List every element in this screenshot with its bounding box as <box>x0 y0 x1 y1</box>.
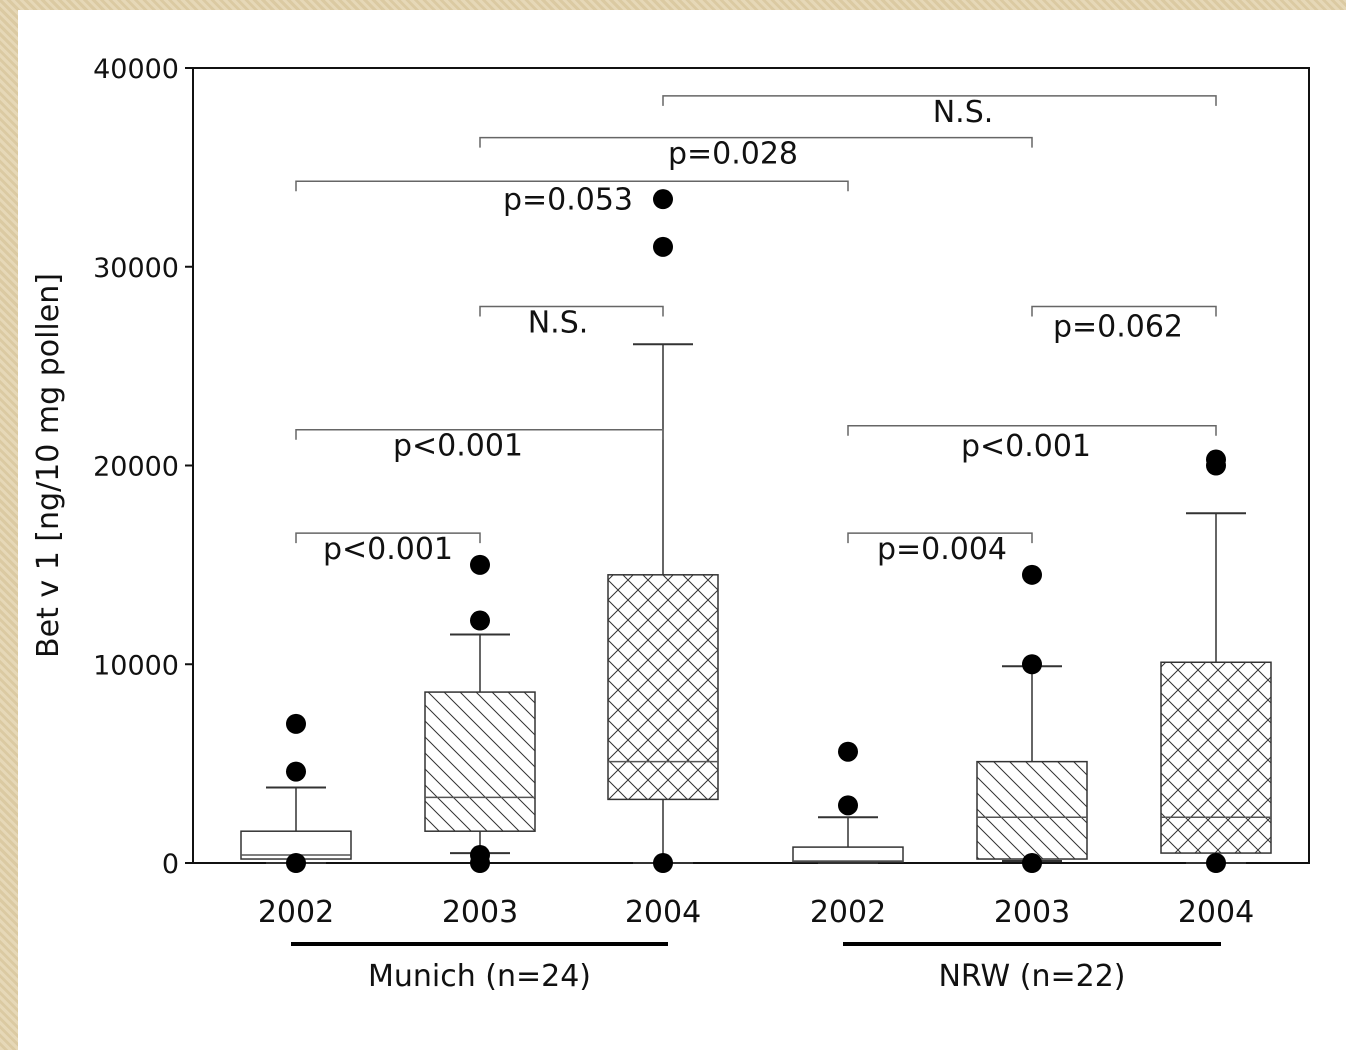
box <box>1160 661 1272 854</box>
significance-bracket <box>479 136 1033 148</box>
significance-label: p<0.001 <box>961 429 1091 464</box>
outlier-point <box>1022 853 1042 873</box>
outlier-point <box>653 853 673 873</box>
outlier-point <box>470 554 490 575</box>
y-axis-label: Bet v 1 [ng/10 mg pollen] <box>31 273 66 658</box>
box <box>607 574 719 801</box>
significance-label: p<0.001 <box>323 532 453 567</box>
outlier-point <box>470 610 490 631</box>
x-tick-label: 2003 <box>442 895 518 930</box>
significance-bracket <box>1031 305 1217 317</box>
outlier-point <box>470 845 490 866</box>
significance-bracket <box>295 428 664 440</box>
significance-label: p=0.028 <box>668 137 798 172</box>
significance-bracket <box>479 305 664 317</box>
box-plot-chart: 0 10000 20000 30000 40000 Bet v 1 [ng/10 mg p… <box>31 54 1310 994</box>
outlier-point <box>838 795 858 816</box>
x-tick-label: 2002 <box>258 895 334 930</box>
x-tick-label: 2003 <box>994 895 1070 930</box>
y-tick-label: 40000 <box>93 54 179 85</box>
outlier-point <box>286 761 306 782</box>
outlier-point <box>838 741 858 762</box>
y-tick-label: 30000 <box>93 253 179 284</box>
outlier-point <box>286 853 306 873</box>
group-label: Munich (n=24) <box>368 959 591 994</box>
y-tick-label: 20000 <box>93 452 179 483</box>
significance-label: p=0.053 <box>503 182 633 217</box>
outlier-point <box>1206 853 1226 873</box>
outlier-point <box>1206 449 1226 470</box>
outlier-point <box>653 189 673 210</box>
significance-bracket <box>662 95 1217 106</box>
outlier-point <box>286 713 306 734</box>
significance-bracket <box>847 532 1033 544</box>
significance-label: p<0.001 <box>393 429 523 464</box>
box <box>792 846 904 863</box>
significance-label: p=0.062 <box>1053 310 1183 345</box>
group-label: NRW (n=22) <box>938 959 1125 994</box>
x-tick-label: 2004 <box>1178 895 1254 930</box>
box <box>424 691 536 832</box>
outlier-point <box>653 236 673 257</box>
significance-bracket <box>295 180 849 192</box>
significance-bracket <box>295 532 481 544</box>
outlier-point <box>1022 564 1042 585</box>
y-tick-label: 0 <box>162 849 179 880</box>
significance-bracket <box>847 425 1217 436</box>
significance-label: N.S. <box>528 306 589 341</box>
significance-label: N.S. <box>933 95 994 130</box>
plot-frame <box>192 67 1310 864</box>
x-tick-label: 2004 <box>625 895 701 930</box>
outlier-point <box>1022 654 1042 675</box>
box <box>976 760 1088 860</box>
chart-panel: 0 10000 20000 30000 40000 Bet v 1 [ng/10 mg p… <box>18 10 1346 1050</box>
x-tick-label: 2002 <box>810 895 886 930</box>
significance-label: p=0.004 <box>877 532 1007 567</box>
y-tick-label: 10000 <box>93 650 179 681</box>
